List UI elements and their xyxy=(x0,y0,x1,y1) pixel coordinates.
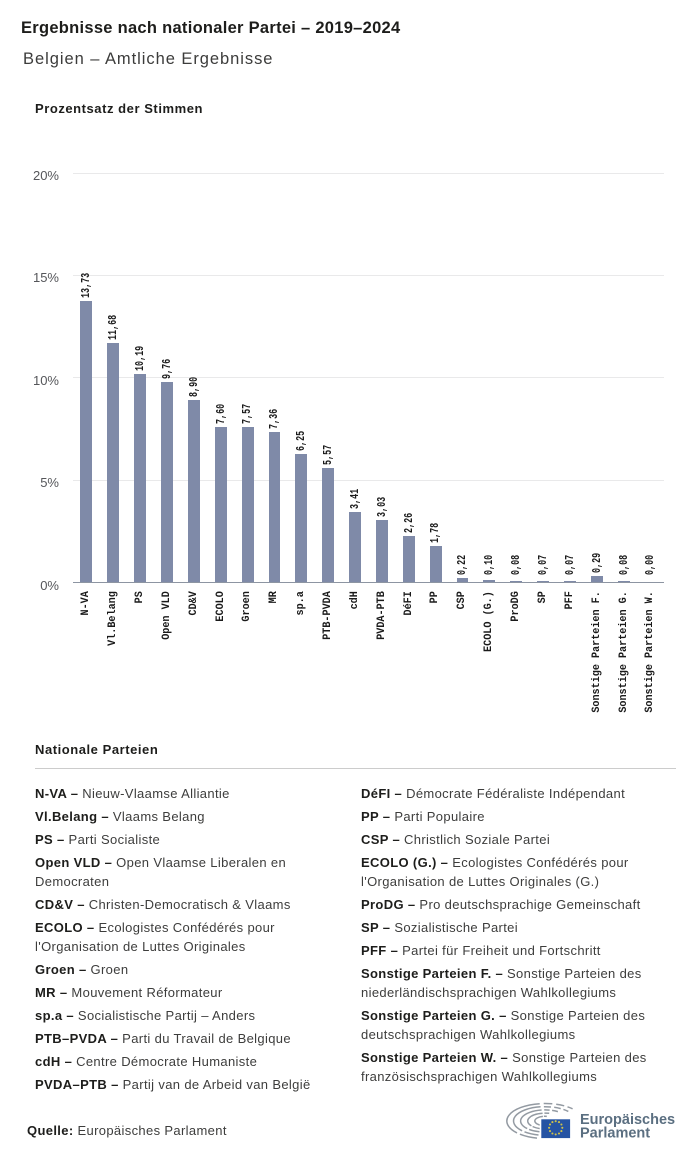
svg-text:Europäisches: Europäisches xyxy=(580,1112,675,1128)
svg-text:Parlament: Parlament xyxy=(580,1126,650,1142)
